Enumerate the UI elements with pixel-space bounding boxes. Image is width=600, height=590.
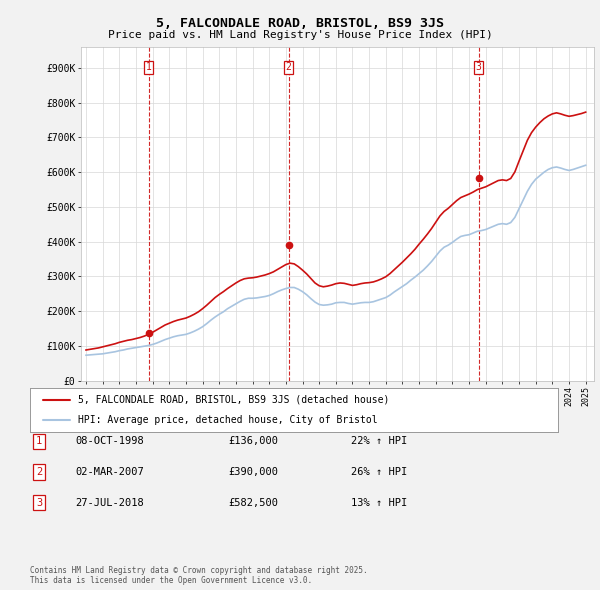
Text: 27-JUL-2018: 27-JUL-2018 xyxy=(75,498,144,507)
Text: 2: 2 xyxy=(286,62,292,72)
Text: 3: 3 xyxy=(476,62,482,72)
Text: 26% ↑ HPI: 26% ↑ HPI xyxy=(351,467,407,477)
Text: 08-OCT-1998: 08-OCT-1998 xyxy=(75,437,144,446)
Text: 13% ↑ HPI: 13% ↑ HPI xyxy=(351,498,407,507)
Text: 22% ↑ HPI: 22% ↑ HPI xyxy=(351,437,407,446)
Text: 1: 1 xyxy=(146,62,152,72)
Text: 1: 1 xyxy=(36,437,42,446)
Text: £136,000: £136,000 xyxy=(228,437,278,446)
Text: HPI: Average price, detached house, City of Bristol: HPI: Average price, detached house, City… xyxy=(77,415,377,425)
Text: 5, FALCONDALE ROAD, BRISTOL, BS9 3JS (detached house): 5, FALCONDALE ROAD, BRISTOL, BS9 3JS (de… xyxy=(77,395,389,405)
Text: £390,000: £390,000 xyxy=(228,467,278,477)
Text: 2: 2 xyxy=(36,467,42,477)
Text: Contains HM Land Registry data © Crown copyright and database right 2025.
This d: Contains HM Land Registry data © Crown c… xyxy=(30,566,368,585)
Text: 02-MAR-2007: 02-MAR-2007 xyxy=(75,467,144,477)
Text: £582,500: £582,500 xyxy=(228,498,278,507)
Text: 3: 3 xyxy=(36,498,42,507)
Text: Price paid vs. HM Land Registry's House Price Index (HPI): Price paid vs. HM Land Registry's House … xyxy=(107,30,493,40)
Text: 5, FALCONDALE ROAD, BRISTOL, BS9 3JS: 5, FALCONDALE ROAD, BRISTOL, BS9 3JS xyxy=(156,17,444,30)
